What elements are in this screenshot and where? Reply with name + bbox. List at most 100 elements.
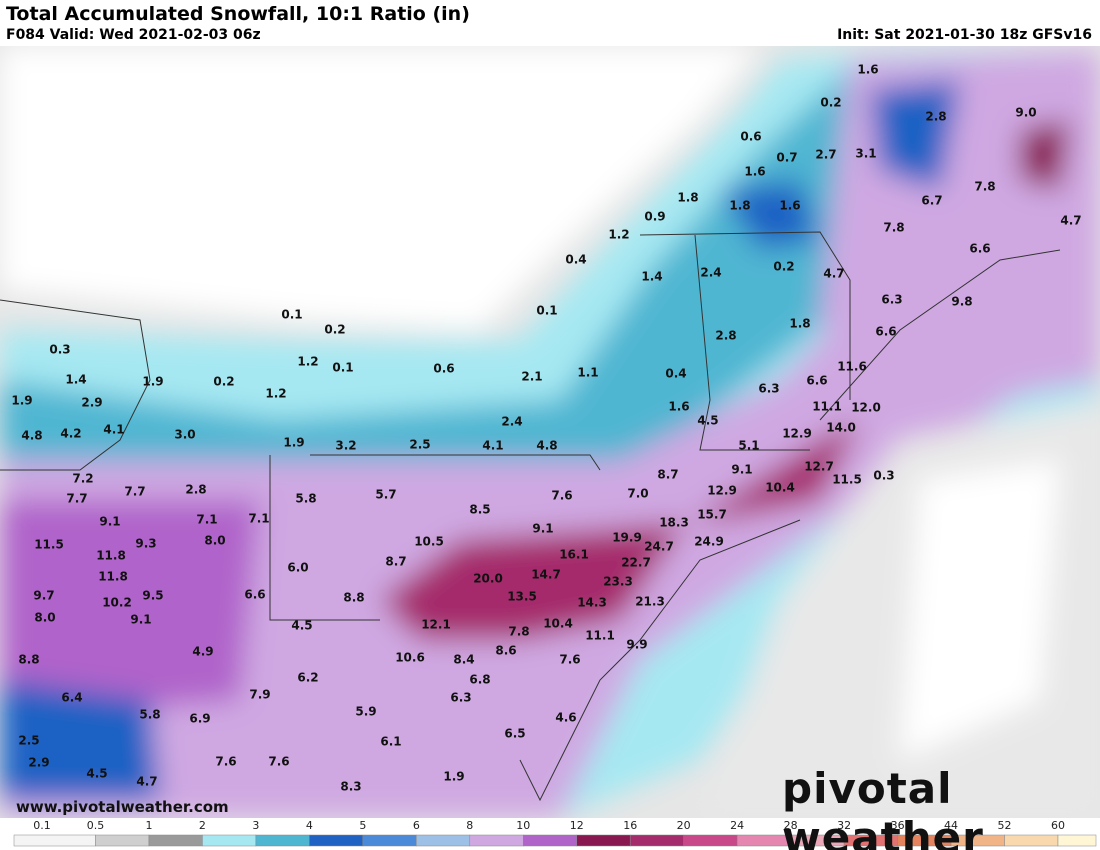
- snow-total: 7.8: [883, 221, 904, 235]
- legend-swatch: [95, 834, 150, 847]
- snow-total: 14.3: [577, 596, 607, 610]
- legend-label: 36: [891, 819, 905, 832]
- snow-total: 0.1: [332, 361, 353, 375]
- legend-swatch: [148, 834, 203, 847]
- snow-total: 9.0: [1015, 106, 1036, 120]
- snow-total: 4.9: [192, 645, 213, 659]
- snow-total: 2.4: [501, 415, 522, 429]
- snow-total: 1.6: [857, 63, 878, 77]
- snow-total: 6.2: [297, 671, 318, 685]
- legend-swatch: [576, 834, 631, 847]
- snow-total: 23.3: [603, 575, 633, 589]
- snow-total: 3.1: [855, 147, 876, 161]
- snow-total: 10.2: [102, 596, 132, 610]
- snow-total: 6.6: [244, 588, 265, 602]
- legend-label: 0.5: [87, 819, 105, 832]
- snow-total: 11.5: [34, 538, 64, 552]
- legend-label: 0.1: [33, 819, 51, 832]
- snow-total: 9.1: [532, 522, 553, 536]
- legend-swatch: [629, 834, 684, 847]
- snow-total: 19.9: [612, 531, 642, 545]
- legend-label: 16: [623, 819, 637, 832]
- snow-total: 8.6: [495, 644, 516, 658]
- snow-total: 5.9: [355, 705, 376, 719]
- legend-swatch: [362, 834, 417, 847]
- snow-total: 16.1: [559, 548, 589, 562]
- snow-total: 9.7: [33, 589, 54, 603]
- snow-total: 8.4: [453, 653, 474, 667]
- snow-total: 12.1: [421, 618, 451, 632]
- snow-total: 0.3: [873, 469, 894, 483]
- snow-total: 1.8: [789, 317, 810, 331]
- snow-total: 1.2: [608, 228, 629, 242]
- legend-label: 32: [837, 819, 851, 832]
- valid-time: F084 Valid: Wed 2021-02-03 06z: [6, 27, 261, 43]
- snow-total: 6.3: [881, 293, 902, 307]
- snow-total: 8.7: [657, 468, 678, 482]
- snow-total: 6.1: [380, 735, 401, 749]
- snow-total: 11.5: [832, 473, 862, 487]
- snow-total: 0.1: [281, 308, 302, 322]
- snow-total: 11.8: [98, 570, 128, 584]
- snow-total: 4.5: [291, 619, 312, 633]
- snow-total: 7.1: [196, 513, 217, 527]
- snow-total: 6.4: [61, 691, 82, 705]
- snow-total: 7.8: [508, 625, 529, 639]
- legend-label: 6: [413, 819, 420, 832]
- snow-total: 21.3: [635, 595, 665, 609]
- snow-total: 6.8: [469, 673, 490, 687]
- snow-total: 3.2: [335, 439, 356, 453]
- snow-total: 9.1: [99, 515, 120, 529]
- snow-total: 7.9: [249, 688, 270, 702]
- legend-label: 1: [145, 819, 152, 832]
- legend-label: 20: [677, 819, 691, 832]
- legend-swatch: [13, 834, 96, 847]
- snow-total: 24.9: [694, 535, 724, 549]
- snow-total: 1.8: [729, 199, 750, 213]
- legend-label: 12: [570, 819, 584, 832]
- snow-total: 12.7: [804, 460, 834, 474]
- snow-field: [0, 46, 1100, 818]
- legend-label: 5: [359, 819, 366, 832]
- snow-total: 4.5: [697, 414, 718, 428]
- snow-total: 1.9: [443, 770, 464, 784]
- snow-total: 7.6: [559, 653, 580, 667]
- snow-total: 6.0: [287, 561, 308, 575]
- snow-total: 4.2: [60, 427, 81, 441]
- snow-total: 6.3: [450, 691, 471, 705]
- snow-total: 8.0: [34, 611, 55, 625]
- snow-total: 4.1: [482, 439, 503, 453]
- snow-total: 11.8: [96, 549, 126, 563]
- snow-total: 0.7: [776, 151, 797, 165]
- snow-total: 15.7: [697, 508, 727, 522]
- snow-total: 8.7: [385, 555, 406, 569]
- snow-total: 2.8: [715, 329, 736, 343]
- legend-label: 8: [466, 819, 473, 832]
- snow-total: 5.7: [375, 488, 396, 502]
- snow-total: 7.8: [974, 180, 995, 194]
- snow-total: 6.6: [969, 242, 990, 256]
- snow-total: 1.6: [668, 400, 689, 414]
- snow-total: 7.1: [248, 512, 269, 526]
- snow-total: 4.1: [103, 423, 124, 437]
- snow-total: 5.1: [738, 439, 759, 453]
- snow-total: 1.9: [283, 436, 304, 450]
- snow-total: 7.7: [124, 485, 145, 499]
- snow-total: 0.1: [536, 304, 557, 318]
- snow-total: 9.9: [626, 638, 647, 652]
- snow-total: 4.6: [555, 711, 576, 725]
- snow-total: 6.6: [806, 374, 827, 388]
- snow-total: 4.5: [86, 767, 107, 781]
- snow-total: 11.6: [837, 360, 867, 374]
- legend-swatch: [523, 834, 577, 847]
- snow-total: 5.8: [295, 492, 316, 506]
- snow-total: 2.8: [925, 110, 946, 124]
- snow-total: 0.3: [49, 343, 70, 357]
- snow-total: 0.2: [773, 260, 794, 274]
- snow-total: 0.2: [324, 323, 345, 337]
- snow-total: 14.0: [826, 421, 856, 435]
- snow-total: 10.5: [414, 535, 444, 549]
- snow-total: 9.3: [135, 537, 156, 551]
- snow-total: 6.3: [758, 382, 779, 396]
- snow-total: 8.3: [340, 780, 361, 794]
